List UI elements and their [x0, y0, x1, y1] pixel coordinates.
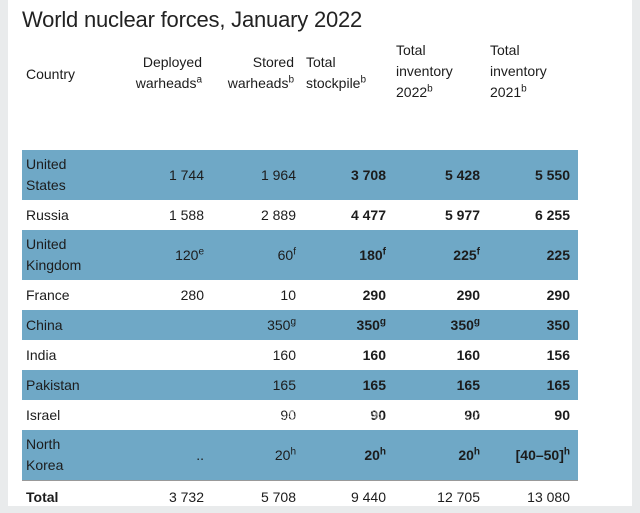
country-cell: Israel: [22, 400, 118, 430]
inv2021-cell: 5 550: [488, 150, 578, 200]
stored-cell: 165: [212, 370, 304, 400]
inv2022-cell: 5 977: [394, 200, 488, 230]
stored-cell: 350g: [212, 310, 304, 340]
footnote-marker: f: [293, 246, 296, 257]
stored-cell: 1 964: [212, 150, 304, 200]
inv2022-cell: 350g: [394, 310, 488, 340]
header-gap: [22, 134, 578, 150]
deployed-cell: ..: [118, 430, 212, 481]
footnote-marker: h: [290, 446, 296, 457]
inv2022-cell: 165: [394, 370, 488, 400]
total-row: Total 3 732 5 708 9 440 12 705 13 080: [22, 481, 578, 513]
footnote-marker: h: [380, 446, 386, 457]
country-cell: Russia: [22, 200, 118, 230]
country-cell: India: [22, 340, 118, 370]
inv2021-cell: 90: [488, 400, 578, 430]
page-title: World nuclear forces, January 2022: [22, 7, 362, 33]
footnote-marker: f: [383, 246, 386, 257]
stockpile-cell: 290: [304, 280, 394, 310]
footnote-marker: g: [290, 316, 296, 327]
total-stockpile: 9 440: [304, 481, 394, 513]
deployed-cell: 120e: [118, 230, 212, 280]
inv2021-cell: 6 255: [488, 200, 578, 230]
stored-cell: 160: [212, 340, 304, 370]
stockpile-cell: 3 708: [304, 150, 394, 200]
inv2022-cell: 160: [394, 340, 488, 370]
inv2022-cell: 290: [394, 280, 488, 310]
stockpile-cell: 350g: [304, 310, 394, 340]
footnote-marker: e: [198, 246, 204, 257]
deployed-cell: [118, 310, 212, 340]
total-deployed: 3 732: [118, 481, 212, 513]
inv2021-cell: 290: [488, 280, 578, 310]
stockpile-cell: 20h: [304, 430, 394, 481]
country-cell: China: [22, 310, 118, 340]
inv2022-cell: 5 428: [394, 150, 488, 200]
stockpile-cell: 4 477: [304, 200, 394, 230]
header-country: Country: [22, 40, 118, 134]
stored-cell: 60f: [212, 230, 304, 280]
footnote-marker: g: [474, 316, 480, 327]
inv2021-cell: 156: [488, 340, 578, 370]
deployed-cell: [118, 340, 212, 370]
inv2021-cell: [40–50]h: [488, 430, 578, 481]
inv2021-cell: 350: [488, 310, 578, 340]
inv2021-cell: 225: [488, 230, 578, 280]
deployed-cell: [118, 370, 212, 400]
stored-cell: 2 889: [212, 200, 304, 230]
stored-cell: 10: [212, 280, 304, 310]
footnote-marker: f: [477, 246, 480, 257]
total-inventory-2021: 13 080: [488, 481, 578, 513]
deployed-cell: 1 588: [118, 200, 212, 230]
watermark-text: 本文仅在今日头条首发，搬运必究，图片来自网络，侵权必删: [108, 404, 500, 424]
footnote-marker: g: [380, 316, 386, 327]
inv2022-cell: 225f: [394, 230, 488, 280]
country-cell: Pakistan: [22, 370, 118, 400]
total-stored: 5 708: [212, 481, 304, 513]
table-sheet: World nuclear forces, January 2022 Count…: [8, 0, 632, 506]
stockpile-cell: 180f: [304, 230, 394, 280]
total-inventory-2022: 12 705: [394, 481, 488, 513]
deployed-cell: 1 744: [118, 150, 212, 200]
stored-cell: 20h: [212, 430, 304, 481]
deployed-cell: 280: [118, 280, 212, 310]
inv2022-cell: 20h: [394, 430, 488, 481]
stockpile-cell: 165: [304, 370, 394, 400]
inv2021-cell: 165: [488, 370, 578, 400]
total-label: Total: [22, 481, 118, 513]
country-cell: France: [22, 280, 118, 310]
stockpile-cell: 160: [304, 340, 394, 370]
footnote-marker: h: [474, 446, 480, 457]
footnote-marker: h: [564, 446, 570, 457]
